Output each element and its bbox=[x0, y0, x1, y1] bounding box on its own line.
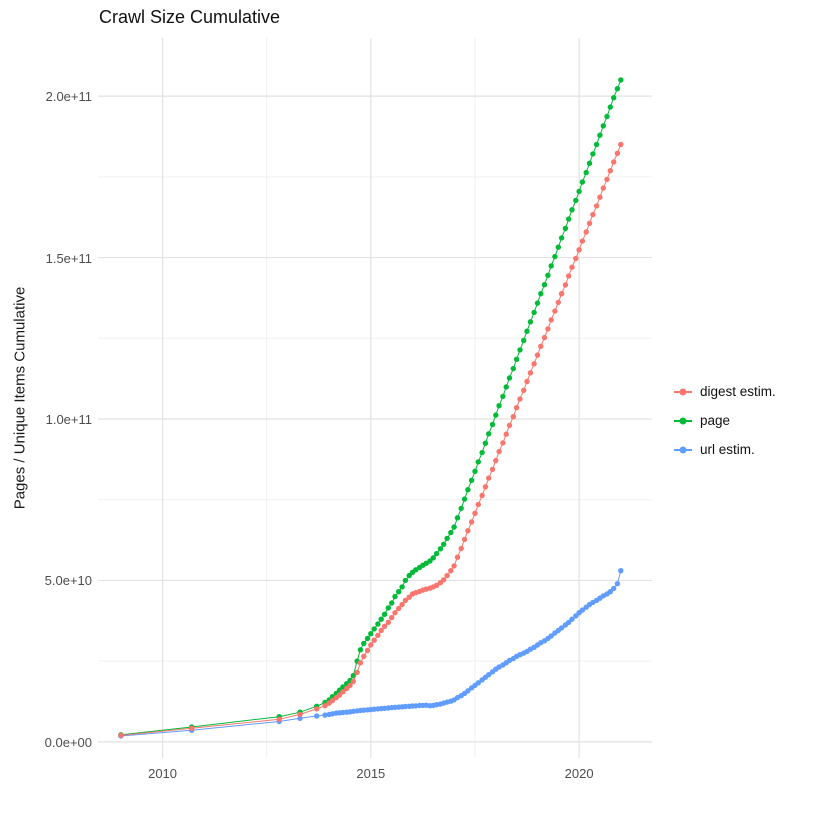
x-tick-label: 2020 bbox=[564, 766, 594, 781]
legend: digest estim. page url estim. bbox=[674, 377, 776, 464]
y-tick-label: 5.0e+10 bbox=[44, 573, 92, 589]
y-tick-label: 1.0e+11 bbox=[45, 411, 92, 427]
x-tick-label: 2015 bbox=[356, 766, 386, 781]
y-tick-label: 2.0e+11 bbox=[45, 89, 92, 105]
y-tick-label: 1.5e+11 bbox=[45, 250, 92, 266]
plot-area bbox=[98, 38, 652, 758]
y-tick-label: 0.0e+00 bbox=[44, 734, 92, 750]
legend-key-point-icon bbox=[674, 441, 692, 459]
chart-title: Crawl Size Cumulative bbox=[99, 7, 281, 27]
legend-item-digest-estim: digest estim. bbox=[674, 377, 776, 406]
legend-key-point-icon bbox=[674, 383, 692, 401]
legend-label: digest estim. bbox=[700, 384, 776, 399]
y-axis-title: Pages / Unique Items Cumulative bbox=[11, 286, 29, 510]
legend-key-point-icon bbox=[674, 412, 692, 430]
legend-item-url-estim: url estim. bbox=[674, 435, 776, 464]
x-tick-label: 2010 bbox=[148, 766, 178, 781]
legend-item-page: page bbox=[674, 406, 776, 435]
legend-label: url estim. bbox=[700, 442, 755, 457]
legend-label: page bbox=[700, 413, 731, 428]
plot-panel bbox=[98, 38, 652, 758]
